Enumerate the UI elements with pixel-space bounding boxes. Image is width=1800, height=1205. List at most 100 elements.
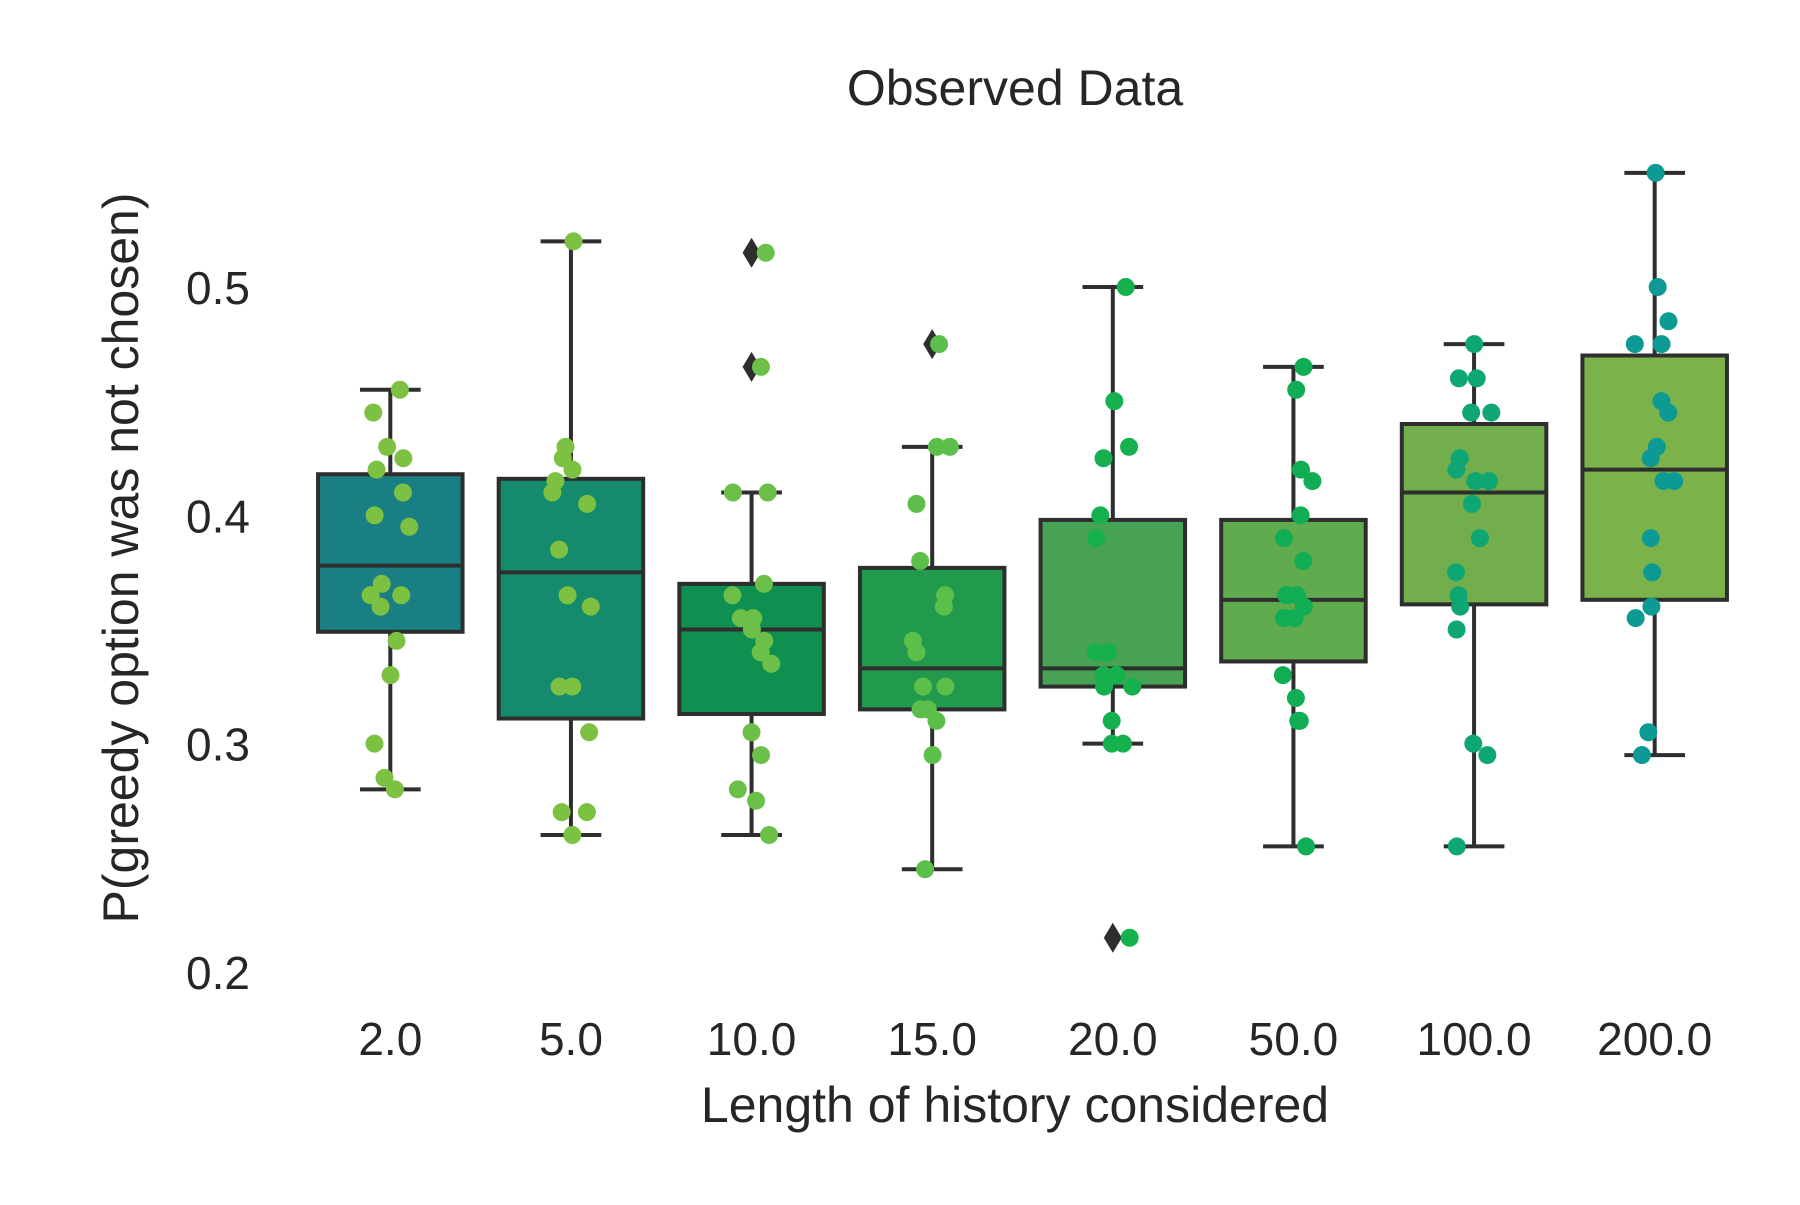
data-point <box>1478 746 1497 765</box>
data-point <box>1470 529 1489 548</box>
data-point <box>1107 666 1126 685</box>
strip-points <box>1273 357 1322 856</box>
data-point <box>1648 278 1667 296</box>
data-point <box>1095 677 1114 696</box>
data-point <box>563 460 582 479</box>
data-point <box>381 666 400 685</box>
data-point <box>1479 472 1498 491</box>
data-point <box>1274 529 1293 548</box>
data-point <box>552 803 571 822</box>
data-point <box>1114 734 1133 753</box>
strip-points <box>723 243 781 844</box>
data-point <box>563 826 582 844</box>
data-point <box>1659 312 1678 331</box>
data-point <box>385 780 404 799</box>
data-point <box>387 631 406 650</box>
data-point <box>1652 335 1671 354</box>
outlier-marker <box>1103 922 1122 953</box>
data-point <box>1277 586 1296 605</box>
box-group <box>316 387 465 792</box>
data-point <box>936 677 955 696</box>
data-point <box>1286 689 1305 707</box>
box-group <box>1038 285 1188 953</box>
data-point <box>762 654 781 673</box>
data-point <box>754 574 773 593</box>
data-point <box>751 357 770 376</box>
data-point <box>1466 472 1485 491</box>
data-point <box>1098 643 1117 662</box>
data-point <box>394 449 413 468</box>
data-point <box>580 723 599 742</box>
y-tick-label: 0.5 <box>186 262 250 314</box>
data-point <box>543 483 562 502</box>
data-point <box>1639 723 1658 742</box>
x-tick-label: 100.0 <box>1417 1013 1532 1065</box>
data-point <box>916 860 935 879</box>
data-point <box>907 494 926 513</box>
data-point <box>1641 529 1660 548</box>
outlier-marker <box>742 237 761 268</box>
data-point <box>1643 563 1662 582</box>
y-axis-ticks: 0.2 0.3 0.4 0.5 <box>186 262 250 999</box>
data-point <box>1120 437 1139 456</box>
strip-points <box>1086 278 1142 947</box>
data-point <box>1290 711 1309 730</box>
data-point <box>1632 746 1651 765</box>
data-point <box>578 494 597 513</box>
data-point <box>930 335 949 354</box>
data-point <box>756 243 775 262</box>
y-tick-label: 0.3 <box>186 719 250 771</box>
data-point <box>550 540 569 559</box>
data-point <box>375 768 394 787</box>
box-group <box>1580 170 1729 758</box>
data-point <box>1451 597 1470 616</box>
data-point <box>1303 472 1322 491</box>
data-point <box>1105 392 1124 411</box>
data-point <box>1291 506 1310 525</box>
strip-points <box>903 335 959 879</box>
data-point <box>365 506 384 525</box>
data-point <box>1287 380 1306 399</box>
x-axis-label: Length of history considered <box>701 1077 1329 1133</box>
data-point <box>907 643 926 662</box>
data-point <box>1102 711 1121 730</box>
data-point <box>742 723 761 742</box>
x-tick-label: 10.0 <box>707 1013 797 1065</box>
data-point <box>752 746 771 765</box>
data-point <box>1294 357 1313 376</box>
y-tick-label: 0.2 <box>186 947 250 999</box>
data-point <box>1086 643 1105 662</box>
data-point <box>1447 837 1466 856</box>
data-point <box>934 597 953 616</box>
data-point <box>393 483 412 502</box>
data-point <box>1116 278 1135 296</box>
data-point <box>1091 506 1110 525</box>
x-tick-label: 50.0 <box>1249 1013 1339 1065</box>
x-tick-label: 2.0 <box>358 1013 422 1065</box>
box-group <box>496 239 646 837</box>
data-point <box>1665 472 1684 491</box>
strip-points <box>361 380 419 799</box>
data-point <box>1641 449 1660 468</box>
data-point <box>1094 449 1113 468</box>
data-point <box>723 483 742 502</box>
data-point <box>1297 837 1316 856</box>
data-point <box>1447 460 1466 479</box>
data-point <box>927 711 946 730</box>
strip-points <box>1446 335 1501 856</box>
data-point <box>1659 403 1678 422</box>
box-group <box>1219 364 1368 849</box>
x-tick-label: 20.0 <box>1068 1013 1158 1065</box>
data-point <box>550 677 569 696</box>
data-point <box>564 232 583 251</box>
data-point <box>731 609 750 628</box>
data-point <box>758 483 777 502</box>
data-point <box>378 437 397 456</box>
data-point <box>751 643 770 662</box>
data-point <box>372 574 391 593</box>
strip-points <box>1625 163 1684 765</box>
data-point <box>1294 552 1313 570</box>
data-point <box>1447 620 1466 639</box>
